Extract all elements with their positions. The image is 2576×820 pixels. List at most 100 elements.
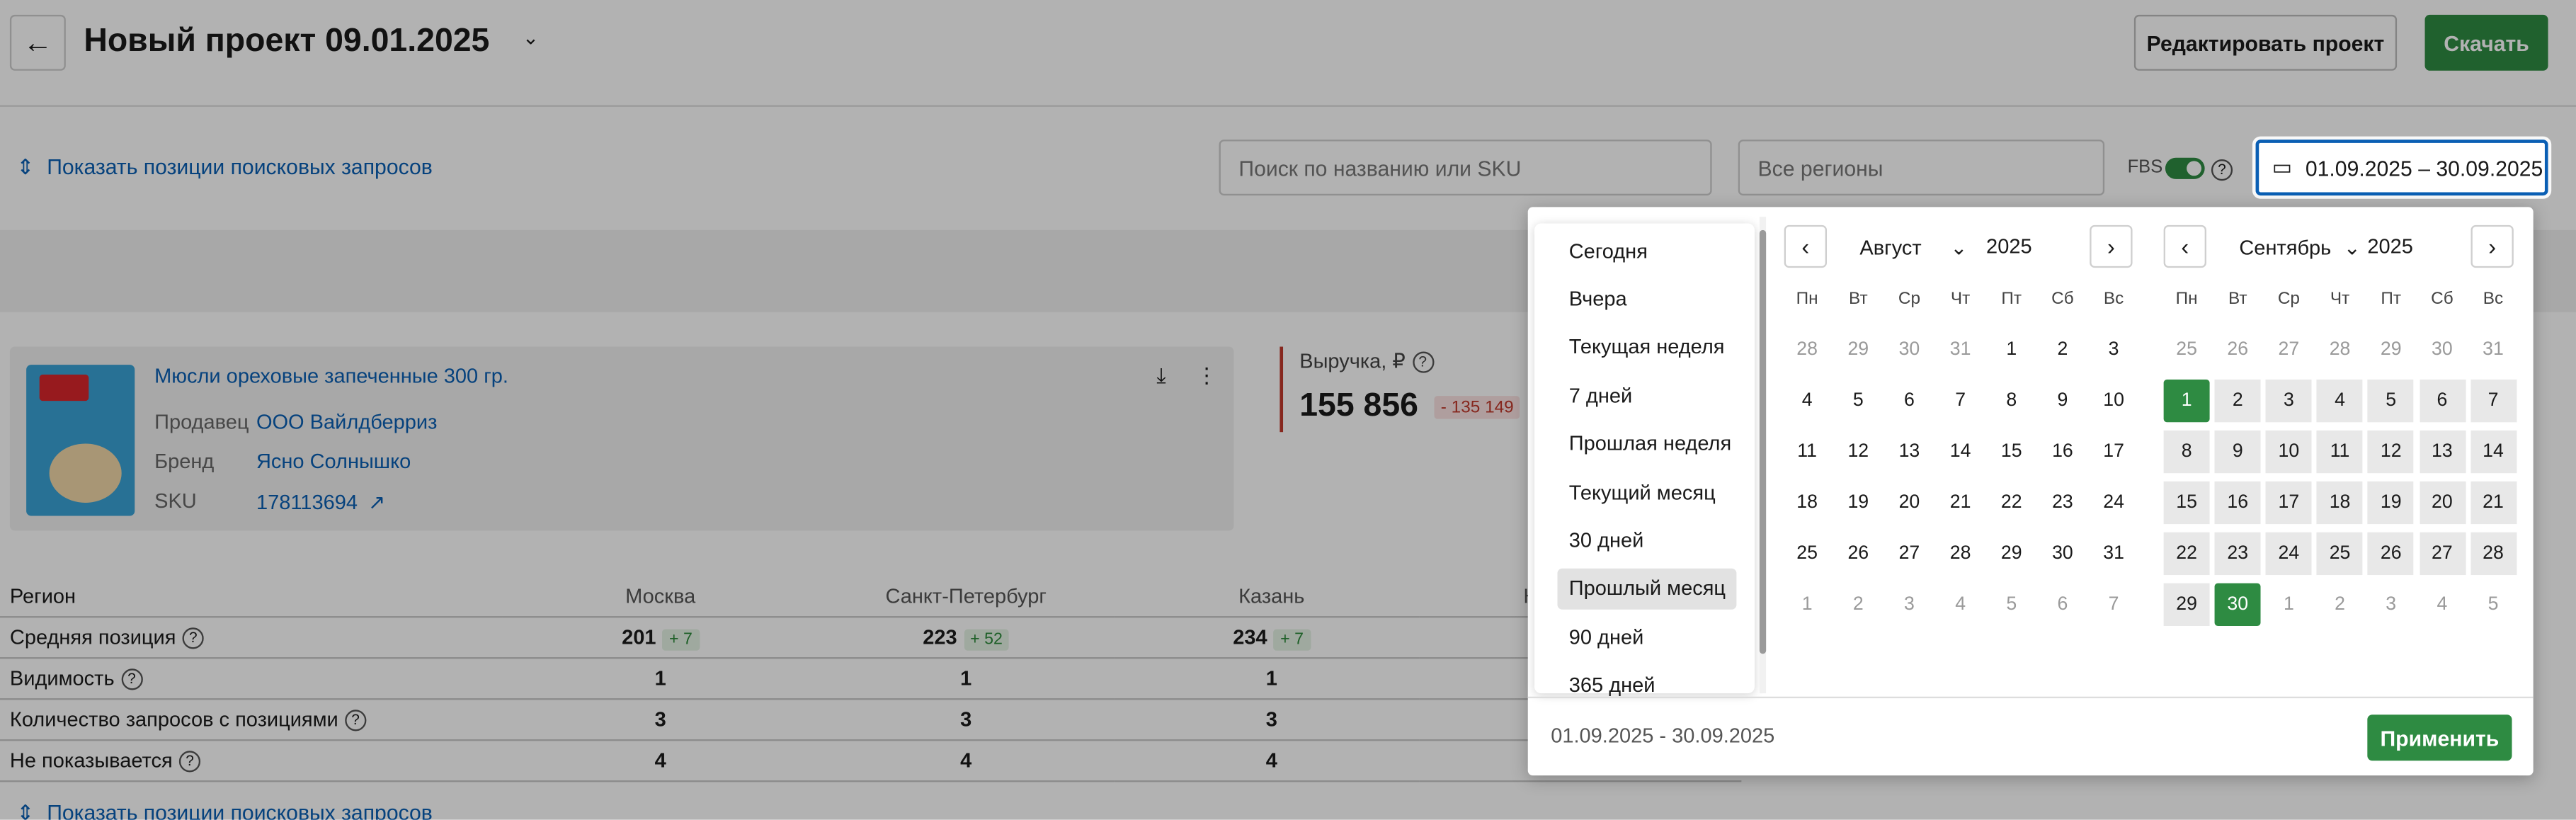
next-month-button[interactable]: ›: [2090, 224, 2133, 268]
preset-item[interactable]: 7 дней: [1568, 384, 1633, 407]
seller-link[interactable]: ООО Вайлдберриз: [256, 411, 438, 434]
calendar-day[interactable]: 3: [2386, 594, 2397, 615]
calendar-day[interactable]: 19: [1847, 493, 1869, 513]
calendar-day[interactable]: 12: [1847, 442, 1869, 462]
calendar-day[interactable]: 26: [2227, 340, 2249, 360]
month-select[interactable]: Август ⌄: [1859, 237, 1968, 260]
calendar-day[interactable]: 29: [2380, 340, 2402, 360]
prev-month-button[interactable]: ‹: [1784, 224, 1828, 268]
calendar-day[interactable]: 4: [2317, 379, 2364, 423]
regions-select[interactable]: Все регионы: [1738, 139, 2105, 196]
calendar-day[interactable]: 5: [2487, 594, 2499, 615]
calendar-day[interactable]: 16: [2052, 442, 2073, 462]
preset-item[interactable]: Прошлый месяц: [1557, 568, 1737, 610]
preset-item[interactable]: Текущая неделя: [1568, 335, 1725, 359]
calendar-day[interactable]: 30: [2214, 583, 2261, 626]
download-button[interactable]: Скачать: [2424, 14, 2548, 71]
calendar-day[interactable]: 11: [1797, 442, 1818, 462]
calendar-day[interactable]: 25: [1796, 543, 1818, 564]
preset-item[interactable]: 365 дней: [1568, 673, 1655, 697]
calendar-day[interactable]: 2: [2335, 594, 2346, 615]
calendar-day[interactable]: 1: [1801, 594, 1813, 615]
apply-button[interactable]: Применить: [2367, 714, 2512, 761]
calendar-day[interactable]: 16: [2214, 481, 2261, 525]
calendar-day[interactable]: 7: [2108, 594, 2119, 615]
more-icon[interactable]: ⋮: [1196, 363, 1218, 388]
calendar-day[interactable]: 4: [1801, 391, 1813, 411]
calendar-day[interactable]: 8: [2163, 430, 2210, 474]
calendar-day[interactable]: 28: [2329, 340, 2351, 360]
calendar-day[interactable]: 7: [2470, 379, 2517, 423]
calendar-day[interactable]: 8: [2006, 391, 2017, 411]
calendar-day[interactable]: 5: [2006, 594, 2017, 615]
preset-item[interactable]: 30 дней: [1568, 528, 1644, 552]
calendar-day[interactable]: 27: [2278, 340, 2300, 360]
calendar-day[interactable]: 17: [2265, 481, 2312, 525]
calendar-day[interactable]: 6: [2419, 379, 2466, 423]
calendar-day[interactable]: 28: [1949, 543, 1971, 564]
month-select[interactable]: Сентябрь ⌄: [2239, 237, 2361, 260]
calendar-day[interactable]: 18: [1796, 493, 1818, 513]
calendar-day[interactable]: 24: [2103, 493, 2124, 513]
calendar-day[interactable]: 25: [2176, 340, 2197, 360]
calendar-day[interactable]: 20: [1898, 493, 1920, 513]
calendar-day[interactable]: 5: [2368, 379, 2415, 423]
preset-item[interactable]: Вчера: [1568, 287, 1627, 311]
date-range-input-focused[interactable]: ▭ 01.09.2025 – 30.09.2025: [2255, 139, 2548, 196]
calendar-day[interactable]: 15: [2163, 481, 2210, 525]
presets-scrollbar[interactable]: [1759, 217, 1767, 694]
calendar-day[interactable]: 28: [2470, 532, 2517, 576]
calendar-day[interactable]: 1: [2163, 379, 2210, 423]
calendar-day[interactable]: 21: [1949, 493, 1971, 513]
calendar-day[interactable]: 18: [2317, 481, 2364, 525]
calendar-day[interactable]: 1: [2283, 594, 2294, 615]
preset-item[interactable]: Прошлая неделя: [1568, 432, 1732, 455]
calendar-day[interactable]: 6: [1904, 391, 1915, 411]
calendar-day[interactable]: 2: [2214, 379, 2261, 423]
show-positions-link-bottom[interactable]: ⇕ Показать позиции поисковых запросов: [16, 800, 433, 820]
calendar-day[interactable]: 23: [2214, 532, 2261, 576]
calendar-day[interactable]: 20: [2419, 481, 2466, 525]
calendar-day[interactable]: 14: [2470, 430, 2517, 474]
preset-item[interactable]: Текущий месяц: [1568, 480, 1716, 504]
calendar-day[interactable]: 29: [2000, 543, 2022, 564]
calendar-day[interactable]: 21: [2470, 481, 2517, 525]
calendar-day[interactable]: 2: [1852, 594, 1864, 615]
revenue-help-icon[interactable]: ?: [1412, 351, 1434, 374]
sku-link[interactable]: 178113694 ↗: [256, 489, 385, 514]
calendar-day[interactable]: 30: [1898, 340, 1920, 360]
next-month-button[interactable]: ›: [2470, 224, 2514, 268]
calendar-day[interactable]: 23: [2052, 493, 2073, 513]
calendar-day[interactable]: 28: [1796, 340, 1818, 360]
chevron-down-icon[interactable]: ⌄: [522, 26, 540, 50]
calendar-day[interactable]: 27: [2419, 532, 2466, 576]
calendar-day[interactable]: 26: [1847, 543, 1869, 564]
show-positions-link[interactable]: ⇕ Показать позиции поисковых запросов: [16, 154, 433, 181]
calendar-day[interactable]: 1: [2006, 340, 2017, 360]
calendar-day[interactable]: 13: [1898, 442, 1920, 462]
search-input[interactable]: Поиск по названию или SKU: [1219, 139, 1712, 196]
calendar-day[interactable]: 9: [2214, 430, 2261, 474]
scrollbar-thumb[interactable]: [1759, 229, 1767, 654]
calendar-day[interactable]: 31: [1949, 340, 1971, 360]
preset-item[interactable]: Сегодня: [1568, 239, 1648, 263]
fbs-toggle[interactable]: [2165, 157, 2205, 179]
calendar-day[interactable]: 31: [2483, 340, 2504, 360]
calendar-day[interactable]: 2: [2057, 340, 2068, 360]
calendar-day[interactable]: 29: [2163, 583, 2210, 626]
calendar-day[interactable]: 31: [2103, 543, 2124, 564]
calendar-day[interactable]: 30: [2432, 340, 2453, 360]
download-icon[interactable]: ⤓: [1156, 363, 1166, 388]
calendar-day[interactable]: 26: [2368, 532, 2415, 576]
calendar-day[interactable]: 13: [2419, 430, 2466, 474]
help-icon[interactable]: ?: [120, 668, 143, 690]
preset-item[interactable]: 90 дней: [1568, 625, 1644, 649]
calendar-day[interactable]: 9: [2057, 391, 2068, 411]
brand-link[interactable]: Ясно Солнышко: [256, 450, 411, 474]
calendar-day[interactable]: 22: [2000, 493, 2022, 513]
calendar-day[interactable]: 7: [1955, 391, 1966, 411]
help-icon[interactable]: ?: [2211, 156, 2233, 186]
help-icon[interactable]: ?: [345, 710, 367, 731]
calendar-day[interactable]: 10: [2103, 391, 2124, 411]
calendar-day[interactable]: 22: [2163, 532, 2210, 576]
